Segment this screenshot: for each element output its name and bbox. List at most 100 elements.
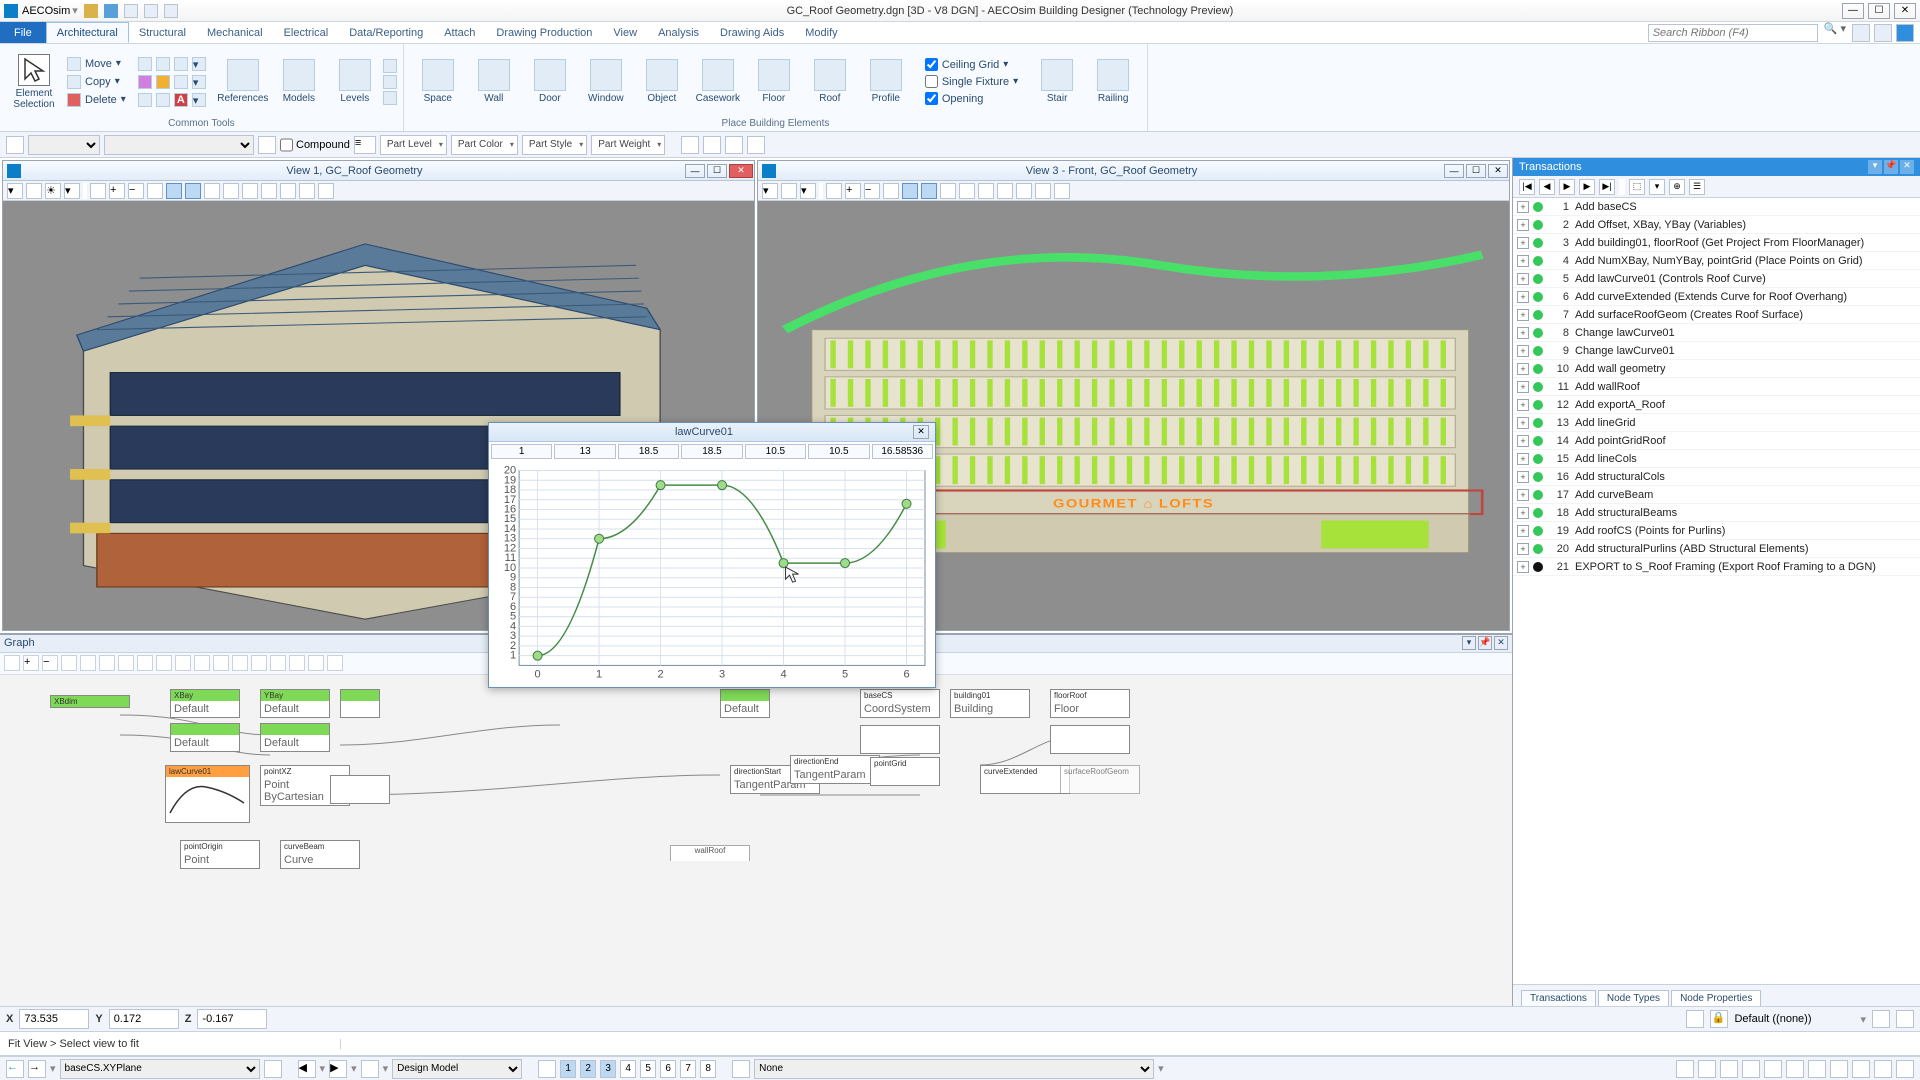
transaction-row[interactable]: +9Change lawCurve01 (1513, 342, 1920, 360)
compound-check[interactable]: Compound (280, 135, 350, 155)
transaction-row[interactable]: +19Add roofCS (Points for Purlins) (1513, 522, 1920, 540)
node-slider[interactable]: XBayDefault (170, 689, 240, 718)
ribbon-tab-electrical[interactable]: Electrical (274, 22, 340, 43)
ribbon-tab-architectural[interactable]: Architectural (46, 22, 129, 43)
sb-fwd-icon[interactable]: → (28, 1060, 46, 1078)
transaction-row[interactable]: +13Add lineGrid (1513, 414, 1920, 432)
ribbon-tab-attach[interactable]: Attach (434, 22, 486, 43)
vt-mode1-icon[interactable] (166, 183, 182, 199)
node-slider[interactable]: Default (720, 689, 770, 718)
sb-views-icon[interactable] (538, 1060, 556, 1078)
sb-grid-icon[interactable] (264, 1060, 282, 1078)
vt-tool-icon[interactable] (318, 183, 334, 199)
player-prev-icon[interactable]: ◀ (1539, 179, 1555, 195)
expand-icon[interactable]: + (1517, 417, 1529, 429)
space-button[interactable]: Space (410, 57, 466, 106)
qat-undo-icon[interactable] (124, 4, 138, 18)
attr-icon-2[interactable] (258, 136, 276, 154)
expand-icon[interactable]: + (1517, 201, 1529, 213)
maximize-button[interactable]: ☐ (1868, 3, 1890, 19)
door-button[interactable]: Door (522, 57, 578, 106)
vt-display-icon[interactable]: ☀ (45, 183, 61, 199)
attr-icon[interactable] (6, 136, 24, 154)
node-basecs[interactable]: baseCSCoordSystem (860, 689, 940, 718)
sb-tool-icon[interactable] (1720, 1060, 1738, 1078)
gt-select-icon[interactable] (4, 655, 20, 671)
record-dropdown-icon[interactable]: ▾ (1649, 179, 1665, 195)
expand-icon[interactable]: + (1517, 219, 1529, 231)
expand-icon[interactable]: + (1517, 399, 1529, 411)
sb-tool-icon[interactable] (1786, 1060, 1804, 1078)
lawcurve-dialog[interactable]: lawCurve01 ✕ 123456789101112131415161718… (488, 422, 936, 688)
roof-button[interactable]: Roof (802, 57, 858, 106)
view-toggle-6[interactable]: 6 (660, 1060, 676, 1078)
attr-tool-2[interactable] (703, 136, 721, 154)
expand-icon[interactable]: + (1517, 237, 1529, 249)
vt-zoom-icon[interactable] (90, 183, 106, 199)
sb-tool-icon[interactable] (1698, 1060, 1716, 1078)
lawcurve-value-4[interactable] (745, 444, 806, 459)
vt-nav-icon[interactable]: ▾ (7, 183, 23, 199)
vt-zoomin-icon[interactable]: + (845, 183, 861, 199)
element-selection-button[interactable]: Element Selection (6, 52, 62, 112)
part-weight-dropdown[interactable]: Part Weight (591, 135, 665, 155)
sb-back-icon[interactable]: ← (6, 1060, 24, 1078)
vt-fit-icon[interactable] (883, 183, 899, 199)
attr-select-2[interactable] (104, 135, 254, 155)
expand-icon[interactable]: + (1517, 471, 1529, 483)
attr-tool-4[interactable] (747, 136, 765, 154)
node[interactable] (860, 725, 940, 754)
node-floorroof[interactable]: floorRoofFloor (1050, 689, 1130, 718)
trans-pin-button[interactable]: 📌 (1884, 160, 1898, 174)
vt-zoomin-icon[interactable]: + (109, 183, 125, 199)
expand-icon[interactable]: + (1517, 561, 1529, 573)
vt-tool-icon[interactable] (997, 183, 1013, 199)
lawcurve-value-5[interactable] (808, 444, 869, 459)
copy-button[interactable]: Copy ▾ (64, 74, 129, 90)
file-tab[interactable]: File (0, 22, 46, 43)
transaction-row[interactable]: +11Add wallRoof (1513, 378, 1920, 396)
vt-fit-icon[interactable] (147, 183, 163, 199)
expand-icon[interactable]: + (1517, 309, 1529, 321)
stair-button[interactable]: Stair (1029, 57, 1085, 106)
model-select[interactable]: Design Model (392, 1059, 522, 1079)
node[interactable] (330, 775, 390, 804)
ribbon-tab-structural[interactable]: Structural (129, 22, 197, 43)
lock-icon[interactable] (1686, 1010, 1704, 1028)
ribbon-tab-data-reporting[interactable]: Data/Reporting (339, 22, 434, 43)
window-button[interactable]: Window (578, 57, 634, 106)
expand-icon[interactable]: + (1517, 363, 1529, 375)
record-icon[interactable]: ⬚ (1629, 179, 1645, 195)
node-pointgrid[interactable]: pointGrid (870, 757, 940, 786)
part-style-dropdown[interactable]: Part Style (522, 135, 587, 155)
profile-button[interactable]: Profile (858, 57, 914, 106)
vt-tool-icon[interactable] (204, 183, 220, 199)
sb-nav-fwd-icon[interactable]: ▶ (329, 1060, 347, 1078)
transaction-row[interactable]: +17Add curveBeam (1513, 486, 1920, 504)
wall-button[interactable]: Wall (466, 57, 522, 106)
lawcurve-value-0[interactable] (491, 444, 552, 459)
snap-select[interactable]: None (754, 1059, 1154, 1079)
graph-canvas[interactable]: XBdim XBayDefault YBayDefault Default De… (0, 675, 1512, 1006)
view-max-button[interactable]: ☐ (1466, 164, 1486, 178)
ribbon-tab-drawing-production[interactable]: Drawing Production (486, 22, 603, 43)
view-toggle-2[interactable]: 2 (580, 1060, 596, 1078)
references-button[interactable]: References (215, 57, 271, 106)
vt-tool-icon[interactable] (280, 183, 296, 199)
expand-icon[interactable]: + (1517, 291, 1529, 303)
sb-snap-icon[interactable] (732, 1060, 750, 1078)
sb-nav-back-icon[interactable]: ◀ (298, 1060, 316, 1078)
trans-close-button[interactable]: ✕ (1900, 160, 1914, 174)
expand-icon[interactable]: + (1517, 255, 1529, 267)
close-button[interactable]: ✕ (1894, 3, 1916, 19)
ribbon-search-input[interactable] (1648, 24, 1818, 42)
ribbon-tab-mechanical[interactable]: Mechanical (197, 22, 274, 43)
node-slider[interactable]: YBayDefault (260, 689, 330, 718)
floor-button[interactable]: Floor (746, 57, 802, 106)
tool-row-2[interactable]: ▾ (135, 74, 209, 90)
lawcurve-value-1[interactable] (554, 444, 615, 459)
linestyle-icon[interactable]: ≡ (354, 136, 376, 154)
lawcurve-value-3[interactable] (681, 444, 742, 459)
vt-tool-icon[interactable] (978, 183, 994, 199)
casework-button[interactable]: Casework (690, 57, 746, 106)
